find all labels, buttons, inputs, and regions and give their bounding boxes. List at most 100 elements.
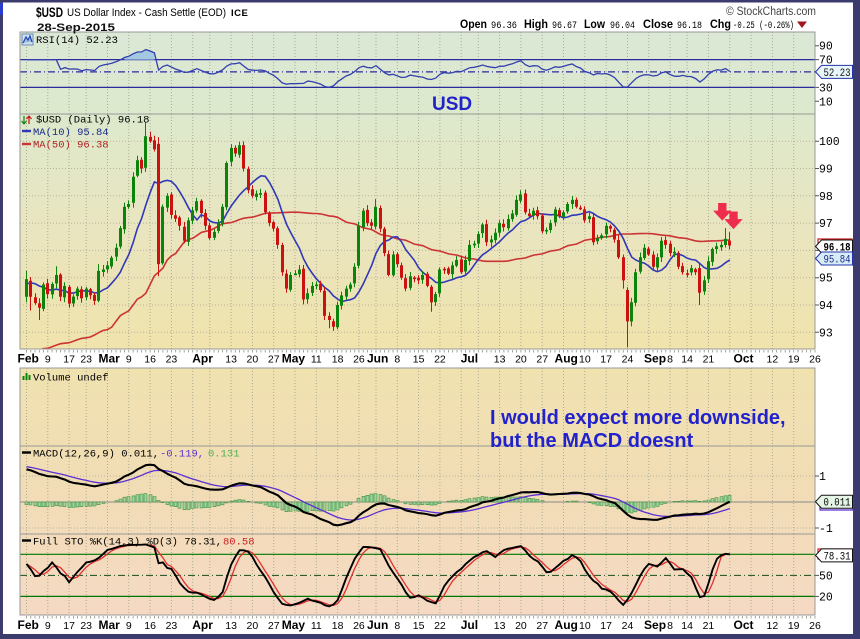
svg-text:17: 17	[600, 620, 612, 632]
svg-text:Mar: Mar	[98, 618, 120, 632]
svg-text:High: High	[524, 19, 548, 31]
svg-text:20: 20	[515, 620, 527, 632]
svg-text:© StockCharts.com: © StockCharts.com	[726, 6, 816, 18]
svg-text:26: 26	[809, 620, 821, 632]
svg-text:-0.25 (-0.26%): -0.25 (-0.26%)	[733, 20, 794, 32]
svg-text:20: 20	[247, 354, 259, 366]
svg-text:15: 15	[413, 354, 425, 366]
svg-text:27: 27	[536, 620, 548, 632]
svg-text:23: 23	[166, 354, 178, 366]
svg-text:19: 19	[788, 620, 800, 632]
svg-text:30: 30	[819, 82, 833, 95]
svg-text:9: 9	[45, 620, 51, 632]
svg-text:19: 19	[788, 354, 800, 366]
svg-text:27: 27	[268, 620, 280, 632]
svg-text:13: 13	[225, 620, 237, 632]
svg-text:Low: Low	[584, 19, 605, 31]
svg-text:94: 94	[819, 300, 833, 313]
svg-text:$USD: $USD	[36, 5, 63, 20]
svg-text:Apr: Apr	[192, 352, 213, 366]
svg-text:8: 8	[667, 620, 673, 632]
svg-text:-0.119,: -0.119,	[160, 449, 204, 461]
svg-text:50: 50	[819, 570, 833, 583]
svg-text:16: 16	[144, 620, 156, 632]
svg-text:Oct: Oct	[734, 618, 754, 632]
svg-text:1: 1	[819, 471, 826, 484]
svg-text:93: 93	[819, 327, 833, 340]
svg-text:13: 13	[494, 620, 506, 632]
svg-text:20: 20	[247, 620, 259, 632]
svg-text:Jun: Jun	[367, 352, 388, 366]
svg-text:May: May	[282, 352, 306, 366]
svg-text:US Dollar Index - Cash Settle: US Dollar Index - Cash Settle (EOD)	[67, 7, 226, 19]
svg-text:-1: -1	[819, 523, 833, 536]
svg-text:27: 27	[268, 354, 280, 366]
svg-text:98: 98	[819, 191, 833, 204]
svg-text:Feb: Feb	[18, 618, 39, 632]
svg-text:13: 13	[225, 354, 237, 366]
svg-text:23: 23	[80, 354, 92, 366]
svg-text:9: 9	[126, 620, 132, 632]
svg-text:10: 10	[579, 620, 591, 632]
svg-text:96.18: 96.18	[677, 21, 702, 32]
svg-text:22: 22	[434, 620, 446, 632]
svg-text:Close: Close	[643, 19, 673, 31]
svg-text:17: 17	[63, 620, 75, 632]
svg-text:78.31: 78.31	[824, 551, 851, 563]
svg-text:$USD (Daily) 96.18: $USD (Daily) 96.18	[36, 115, 149, 127]
svg-text:23: 23	[80, 620, 92, 632]
svg-text:May: May	[282, 618, 306, 632]
svg-text:20: 20	[515, 354, 527, 366]
svg-text:8: 8	[394, 354, 400, 366]
svg-text:97: 97	[819, 218, 833, 231]
svg-text:Feb: Feb	[18, 352, 39, 366]
svg-text:Chg: Chg	[710, 19, 731, 31]
svg-text:but the MACD doesnt: but the MACD doesnt	[490, 430, 694, 452]
svg-text:24: 24	[622, 354, 634, 366]
svg-text:26: 26	[353, 620, 365, 632]
svg-text:11: 11	[311, 620, 322, 632]
svg-text:26: 26	[809, 354, 821, 366]
svg-text:Sep: Sep	[644, 618, 666, 632]
svg-text:9: 9	[45, 354, 51, 366]
svg-text:11: 11	[311, 354, 322, 366]
svg-text:80.58: 80.58	[223, 537, 255, 549]
svg-text:12: 12	[767, 620, 779, 632]
svg-text:RSI(14) 52.23: RSI(14) 52.23	[36, 35, 118, 47]
svg-text:18: 18	[332, 354, 344, 366]
svg-text:Apr: Apr	[192, 618, 213, 632]
svg-text:Jul: Jul	[461, 352, 478, 366]
svg-text:12: 12	[767, 354, 779, 366]
svg-text:17: 17	[63, 354, 75, 366]
svg-text:Jul: Jul	[461, 618, 478, 632]
svg-text:Full STO %K(14,3) %D(3) 78.31,: Full STO %K(14,3) %D(3) 78.31,	[33, 537, 222, 549]
svg-text:Sep: Sep	[644, 352, 666, 366]
svg-text:17: 17	[600, 354, 612, 366]
svg-text:16: 16	[144, 354, 156, 366]
svg-text:15: 15	[413, 620, 425, 632]
svg-text:Oct: Oct	[734, 352, 754, 366]
svg-text:27: 27	[536, 354, 548, 366]
svg-text:14: 14	[681, 354, 693, 366]
svg-text:95: 95	[819, 273, 833, 286]
svg-text:0.131: 0.131	[208, 449, 240, 461]
svg-text:Open: Open	[460, 19, 487, 31]
svg-text:96.36: 96.36	[491, 21, 517, 32]
svg-text:I would expect more downside,: I would expect more downside,	[490, 407, 786, 429]
svg-text:18: 18	[332, 620, 344, 632]
svg-text:26: 26	[353, 354, 365, 366]
svg-text:MACD(12,26,9) 0.011,: MACD(12,26,9) 0.011,	[33, 449, 159, 461]
svg-text:10: 10	[819, 96, 833, 109]
svg-text:Aug: Aug	[555, 618, 578, 632]
svg-text:99: 99	[819, 164, 833, 177]
svg-text:70: 70	[819, 55, 833, 68]
svg-text:23: 23	[166, 620, 178, 632]
svg-text:8: 8	[394, 620, 400, 632]
svg-text:14: 14	[681, 620, 693, 632]
svg-text:22: 22	[434, 354, 446, 366]
svg-text:Mar: Mar	[98, 352, 120, 366]
svg-text:20: 20	[819, 591, 833, 604]
svg-text:28-Sep-2015: 28-Sep-2015	[37, 22, 115, 34]
svg-text:MA(10) 95.84: MA(10) 95.84	[33, 127, 109, 139]
svg-text:Aug: Aug	[555, 352, 578, 366]
